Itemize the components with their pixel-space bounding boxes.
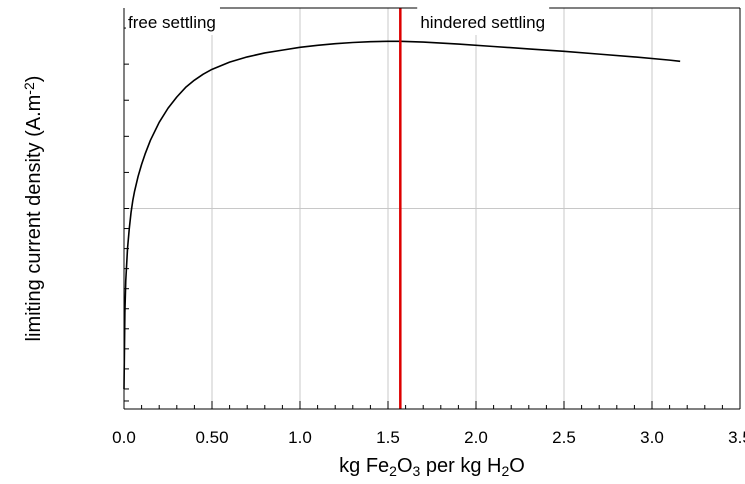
x-tick-label: 0.0 <box>112 428 136 447</box>
x-tick-label: 3.0 <box>640 428 664 447</box>
grid-layer <box>124 8 740 409</box>
y-axis-title-text: limiting current density (A.m <box>23 95 45 342</box>
x-axis-title-subscript: 2 <box>389 463 397 479</box>
label-layer: 0.0 0.50 1.0 1.5 2.0 2.5 3.0 3.5 free settling hi… <box>21 7 745 479</box>
y-axis-title: limiting current density (A.m-2) <box>21 76 45 342</box>
x-tick-label: 2.5 <box>552 428 576 447</box>
x-axis-title-subscript: 2 <box>501 463 509 479</box>
x-axis-title-text: kg Fe <box>339 455 389 477</box>
series-layer <box>123 40 681 389</box>
series-line <box>123 40 681 389</box>
x-axis-title: kg Fe2O3 per kg H2O <box>339 455 525 479</box>
x-tick-label: 3.5 <box>728 428 745 447</box>
hindered-settling-label: hindered settling <box>420 13 545 32</box>
x-axis-title-text: O <box>509 455 525 477</box>
x-tick-label: 0.50 <box>195 428 228 447</box>
x-axis-title-text: O <box>397 455 413 477</box>
x-tick-label: 1.0 <box>288 428 312 447</box>
free-settling-label: free settling <box>128 13 216 32</box>
x-tick-label: 2.0 <box>464 428 488 447</box>
x-tick-label: 1.5 <box>376 428 400 447</box>
ticks-layer <box>123 27 741 409</box>
hindered-settling-bg <box>417 7 550 35</box>
free-settling-bg <box>126 7 220 35</box>
y-axis-title-text: ) <box>23 76 45 83</box>
y-axis-title-superscript: -2 <box>21 82 37 95</box>
x-axis-title-text: per kg H <box>420 455 501 477</box>
frame-layer <box>123 7 741 410</box>
x-axis-title-subscript: 3 <box>413 463 421 479</box>
